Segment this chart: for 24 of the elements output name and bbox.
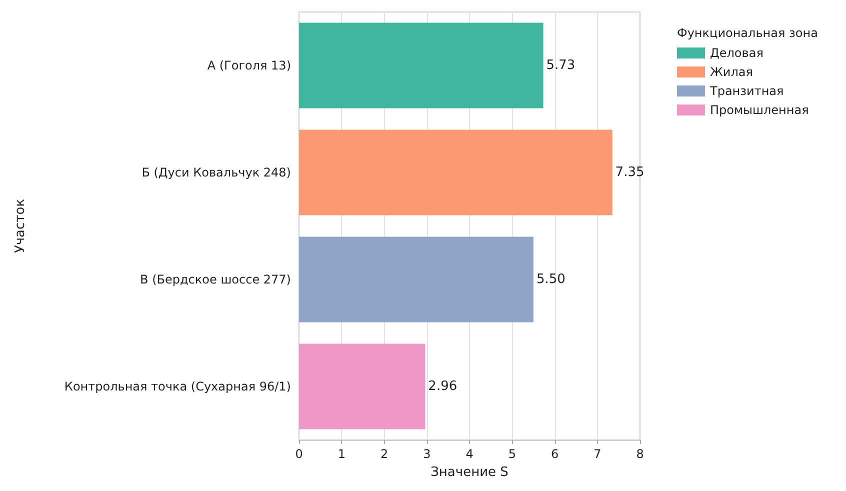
text: 5.73 <box>546 58 576 73</box>
x-tick-label: 0 <box>295 447 303 461</box>
text: 7.35 <box>615 165 644 180</box>
legend-label: Промышленная <box>710 103 809 117</box>
legend-title: Функциональная зона <box>677 26 818 40</box>
legend-label: Жилая <box>710 65 753 79</box>
x-tick-label: 5 <box>508 447 516 461</box>
text: 5.50 <box>536 272 566 287</box>
y-tick-label: Б (Дуси Ковальчук 248) <box>142 166 291 180</box>
x-tick-label: 8 <box>636 447 644 461</box>
y-tick-label: В (Бердское шоссе 277) <box>140 272 291 286</box>
legend-label: Транзитная <box>709 84 784 98</box>
text: 2.96 <box>428 379 458 394</box>
x-tick-label: 7 <box>594 447 602 461</box>
y-tick-label: А (Гоголя 13) <box>207 58 291 72</box>
y-tick-label: Контрольная точка (Сухарная 96/1) <box>64 380 291 394</box>
x-tick-label: 4 <box>466 447 474 461</box>
legend-label: Деловая <box>710 46 764 60</box>
x-axis-title: Значение S <box>430 465 508 480</box>
x-tick-label: 6 <box>550 447 559 461</box>
x-tick-label: 1 <box>338 447 346 461</box>
x-tick-label: 2 <box>380 447 388 461</box>
x-tick-label: 3 <box>423 447 431 461</box>
y-axis-title: Участок <box>13 198 28 254</box>
